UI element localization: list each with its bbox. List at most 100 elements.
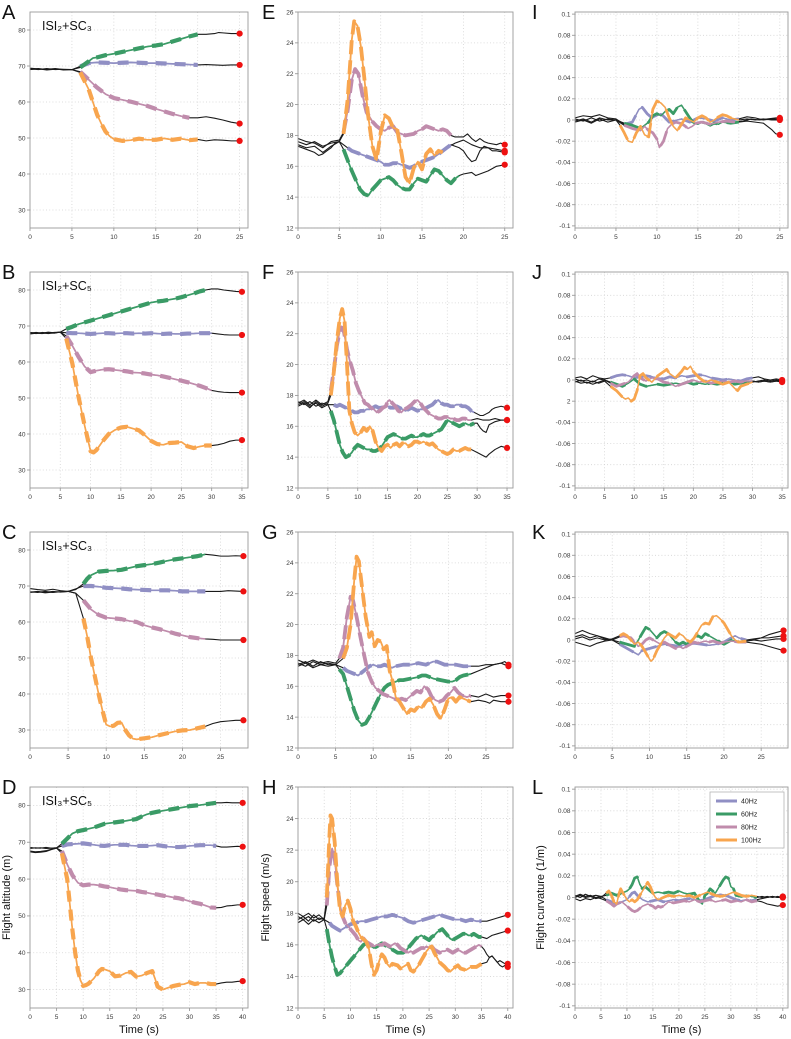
y-tick-label: -0.1 bbox=[559, 223, 571, 230]
series-80Hz-thick-overlay bbox=[64, 334, 213, 393]
y-tick-label: 2 bbox=[567, 398, 571, 405]
x-tick-label: 10 bbox=[354, 494, 362, 501]
y-tick-label: 40 bbox=[18, 950, 26, 957]
series-100Hz-thick-overlay bbox=[605, 880, 758, 906]
y-tick-label: 70 bbox=[18, 583, 26, 590]
x-tick-label: 5 bbox=[603, 494, 607, 501]
y-tick-label: 0 bbox=[567, 377, 571, 384]
y-tick-label: 14 bbox=[286, 194, 294, 201]
tick-marks bbox=[295, 786, 509, 1011]
tick-marks bbox=[572, 273, 783, 491]
y-tick-label: 30 bbox=[18, 727, 26, 734]
endpoint-dots bbox=[778, 376, 786, 386]
x-tick-label: 10 bbox=[103, 754, 111, 761]
x-tick-label: 0 bbox=[296, 754, 300, 761]
panel-F-chart: 0 5 10 15 20 25 30 35 12 14 16 18 20 22 24 26 F bbox=[262, 262, 514, 501]
y-tick-label: 30 bbox=[18, 207, 26, 214]
x-tick-label: 30 bbox=[186, 1014, 194, 1021]
endpoint-dot-100Hz bbox=[240, 717, 247, 724]
x-tick-label: 5 bbox=[66, 754, 70, 761]
endpoint-dot-80Hz bbox=[779, 901, 786, 909]
x-tick-label: 30 bbox=[474, 494, 482, 501]
y-tick-label: -0.06 bbox=[556, 181, 571, 188]
endpoint-dot-100Hz bbox=[238, 437, 246, 444]
y-tick-label: 0.1 bbox=[561, 786, 570, 793]
panel-J: 0 5 10 15 20 25 30 35 0.1 0.08 0.06 0.04 0.02 0 2 -0.04… bbox=[530, 260, 791, 520]
y-tick-label: -0.06 bbox=[556, 960, 571, 967]
gridlines bbox=[575, 12, 788, 228]
x-tick-label: 35 bbox=[212, 1014, 220, 1021]
y-tick-label: 0 bbox=[567, 117, 571, 124]
x-axis-label: Time (s) bbox=[662, 1024, 702, 1036]
endpoint-dots bbox=[503, 404, 511, 451]
y-tick-label: 0.1 bbox=[561, 271, 570, 278]
series-100Hz-thick-overlay bbox=[341, 554, 472, 721]
x-tick-label: 5 bbox=[614, 234, 618, 241]
y-tick-label: 60 bbox=[18, 876, 26, 883]
tick-marks bbox=[295, 271, 508, 491]
y-tick-label: 20 bbox=[286, 362, 294, 369]
endpoint-dot-100Hz bbox=[780, 635, 787, 643]
x-tick-label: 35 bbox=[778, 494, 786, 501]
endpoint-dots bbox=[236, 30, 243, 144]
x-tick-label: 15 bbox=[649, 1014, 657, 1021]
tick-labels: 0 5 10 15 20 25 0.1 0.08 0.06 0.04 0.02 0 -0.02 -0.04… bbox=[556, 11, 784, 241]
series-80Hz-thick-overlay bbox=[623, 119, 735, 149]
series-40Hz-thick-overlay bbox=[332, 398, 476, 415]
endpoint-dots bbox=[501, 141, 508, 168]
x-tick-label: 25 bbox=[444, 494, 452, 501]
y-tick-label: 0.08 bbox=[558, 808, 571, 815]
y-tick-label: 30 bbox=[18, 987, 26, 994]
series-lines bbox=[29, 800, 243, 992]
x-tick-label: 25 bbox=[159, 1014, 167, 1021]
series-lines bbox=[29, 287, 242, 455]
y-tick-label: 26 bbox=[286, 9, 294, 16]
tick-marks bbox=[572, 788, 784, 1011]
series-80Hz-thick-overlay bbox=[59, 850, 217, 910]
x-tick-label: 35 bbox=[503, 494, 511, 501]
panel-G: 0 5 10 15 20 25 12 14 16 18 20 22 24 26 G bbox=[260, 520, 530, 775]
x-tick-label: 15 bbox=[152, 234, 160, 241]
endpoint-dot-100Hz bbox=[778, 377, 786, 385]
endpoint-dot-80Hz bbox=[240, 636, 247, 644]
y-tick-label: 12 bbox=[286, 1005, 294, 1012]
series-40Hz-thick-overlay bbox=[66, 330, 212, 337]
y-tick-label: 22 bbox=[286, 331, 294, 338]
series-100Hz-thick-overlay bbox=[341, 19, 444, 186]
y-tick-label: 0.08 bbox=[558, 33, 571, 40]
y-tick-label: 40 bbox=[18, 171, 26, 178]
axes-box bbox=[297, 271, 514, 489]
tick-labels: 0 5 10 15 20 25 30 35 40 30 40 50 60 70 80 bbox=[18, 803, 246, 1021]
x-tick-label: 20 bbox=[445, 754, 453, 761]
y-tick-label: 50 bbox=[18, 395, 26, 402]
series-60Hz-thick-overlay bbox=[60, 800, 217, 846]
y-axis-label: Flight speed (m/s) bbox=[260, 853, 272, 941]
panel-F: 0 5 10 15 20 25 30 35 12 14 16 18 20 22 24 26 F bbox=[260, 260, 530, 520]
series-lines bbox=[297, 19, 505, 198]
x-tick-label: 5 bbox=[338, 234, 342, 241]
panel-letter: B bbox=[2, 262, 15, 284]
x-tick-label: 15 bbox=[117, 494, 125, 501]
y-axis-label: Flight curvature (1/m) bbox=[535, 845, 547, 950]
series-40Hz-thick-overlay bbox=[619, 634, 747, 657]
y-tick-label: 70 bbox=[18, 63, 26, 70]
x-tick-label: 20 bbox=[720, 754, 728, 761]
series-60Hz-thick-overlay bbox=[65, 287, 207, 331]
y-tick-label: 0.1 bbox=[561, 531, 570, 538]
series-lines bbox=[574, 99, 780, 149]
y-tick-label: -0.04 bbox=[556, 680, 571, 687]
y-tick-label: 60 bbox=[18, 99, 26, 106]
endpoint-dots bbox=[776, 114, 783, 138]
legend-label: 40Hz bbox=[741, 799, 758, 806]
y-tick-label: 0 bbox=[567, 637, 571, 644]
panel-letter: A bbox=[2, 2, 16, 24]
y-tick-label: 0 bbox=[567, 895, 571, 902]
axes-box bbox=[297, 531, 514, 749]
series-60Hz-thick-overlay bbox=[341, 148, 461, 198]
y-tick-label: 0.08 bbox=[558, 293, 571, 300]
y-tick-label: -0.08 bbox=[556, 981, 571, 988]
endpoint-dot-40Hz bbox=[504, 911, 511, 918]
panel-C-chart: 0 5 10 15 20 25 30 40 50 60 70 80C ISI₃+SC₃ bbox=[2, 522, 249, 761]
panel-letter: J bbox=[532, 262, 542, 284]
panel-L-chart: 0 5 10 15 20 25 30 35 40 0.1 0.08 0.06 0.04 0.02 0 -0.0… bbox=[532, 777, 789, 1036]
